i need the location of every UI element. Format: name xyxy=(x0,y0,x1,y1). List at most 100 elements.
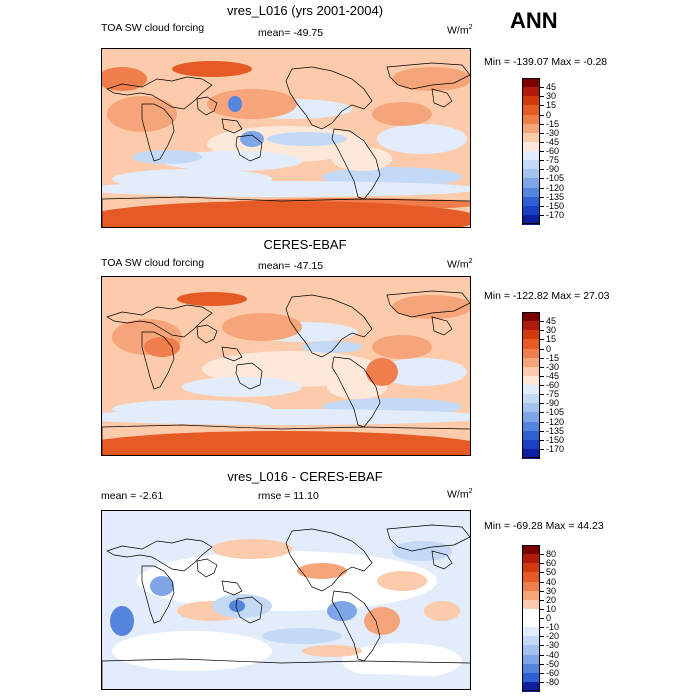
colorbar-tick-label: 15 xyxy=(546,100,557,111)
colorbar-tick xyxy=(540,339,544,341)
coastline xyxy=(285,294,373,358)
coastline xyxy=(141,103,175,162)
season-label: ANN xyxy=(510,8,558,33)
field-contour xyxy=(112,631,272,671)
colorbar-tick xyxy=(540,448,544,450)
colorbar-tick-label: 50 xyxy=(546,567,557,578)
field-contour xyxy=(137,551,437,611)
panel-1-title: vres_L016 (yrs 2001-2004) xyxy=(226,3,384,18)
field-contour xyxy=(297,563,347,579)
colorbar-tick xyxy=(540,654,544,656)
colorbar-tick-label: -90 xyxy=(546,398,560,409)
colorbar-tick xyxy=(540,636,544,638)
colorbar-tick-label: 0 xyxy=(546,109,552,120)
field-contour xyxy=(110,606,134,636)
colorbar-tick xyxy=(540,160,544,162)
colorbar-tick xyxy=(540,141,544,143)
colorbar-tick-label: 0 xyxy=(546,343,552,354)
field-contour xyxy=(267,132,347,146)
colorbar-tick-label: 30 xyxy=(546,585,557,596)
colorbar-tick-label: 45 xyxy=(546,82,557,93)
colorbar-tick xyxy=(540,599,544,601)
colorbar-tick xyxy=(540,681,544,683)
panel-3-left-label: mean = -2.61 xyxy=(101,490,164,502)
colorbar-tick-label: -10 xyxy=(546,622,560,633)
colorbar-tick-label: -45 xyxy=(546,136,560,147)
field-contour xyxy=(302,341,362,353)
field-contour xyxy=(424,601,460,621)
colorbar-tick xyxy=(540,87,544,89)
colorbar-tick-label: 0 xyxy=(546,613,552,623)
field-contour xyxy=(102,673,470,689)
colorbar-tick-label: -30 xyxy=(546,361,560,372)
colorbar-tick xyxy=(540,394,544,396)
coastline xyxy=(386,62,470,90)
coastline xyxy=(102,424,470,455)
colorbar-tick xyxy=(540,627,544,629)
field-contour xyxy=(240,131,264,147)
colorbar-tick-label: -60 xyxy=(546,667,560,678)
field-contour xyxy=(177,292,247,306)
colorbar-tick xyxy=(540,375,544,377)
coastline xyxy=(431,88,453,108)
colorbar-tick-label: -80 xyxy=(546,676,560,687)
colorbar-tick xyxy=(540,663,544,665)
colorbar-tick xyxy=(540,96,544,98)
field-contour xyxy=(327,601,357,621)
coastline xyxy=(196,558,218,578)
colorbar-tick xyxy=(540,196,544,198)
colorbar-tick-label: -135 xyxy=(546,425,565,436)
panel-2-map xyxy=(101,276,471,456)
field-contour xyxy=(228,96,242,112)
field-contour xyxy=(364,607,400,635)
colorbar-tick xyxy=(540,590,544,592)
colorbar-tick-label: -150 xyxy=(546,434,565,445)
field-contour xyxy=(377,124,467,154)
panel-2-map-field xyxy=(102,277,470,455)
panel-1-colorbar xyxy=(522,78,540,225)
colorbar-tick xyxy=(540,205,544,207)
colorbar-tick xyxy=(540,421,544,423)
colorbar-tick-label: 30 xyxy=(546,91,557,102)
colorbar-tick xyxy=(540,348,544,350)
colorbar-tick-label: 60 xyxy=(546,558,557,569)
field-contour xyxy=(222,313,302,341)
colorbar-tick-label: -30 xyxy=(546,640,560,651)
colorbar-tick-label: 45 xyxy=(546,316,557,327)
field-contour xyxy=(207,89,297,119)
colorbar-frame xyxy=(522,312,540,458)
panel-1-units: W/m2 xyxy=(447,24,473,37)
field-contour xyxy=(302,645,362,657)
colorbar-tick-label: -20 xyxy=(546,631,560,642)
colorbar-tick xyxy=(540,123,544,125)
panel-1-center-label: mean= -49.75 xyxy=(258,27,324,39)
coastline xyxy=(235,596,263,624)
colorbar-tick-label: 10 xyxy=(546,603,557,614)
coastline xyxy=(431,550,453,570)
colorbar-tick-label: -15 xyxy=(546,352,560,363)
colorbar-tick xyxy=(540,439,544,441)
colorbar-frame xyxy=(522,78,540,224)
coastline xyxy=(386,524,470,552)
colorbar-tick-label: -40 xyxy=(546,649,560,660)
colorbar-tick-label: -120 xyxy=(546,182,565,193)
field-contour xyxy=(366,358,398,386)
colorbar-tick-label: -105 xyxy=(546,407,565,418)
colorbar-tick xyxy=(540,385,544,386)
panel-1-minmax: Min = -139.07 Max = -0.28 xyxy=(484,56,608,68)
panel-2-minmax: Min = -122.82 Max = 27.03 xyxy=(484,290,610,302)
colorbar-tick-label: -135 xyxy=(546,191,565,202)
field-contour xyxy=(172,61,252,77)
field-contour xyxy=(372,335,432,359)
field-contour xyxy=(332,147,392,171)
coastline xyxy=(386,290,470,318)
colorbar-tick xyxy=(540,132,544,134)
coastline xyxy=(106,304,213,338)
colorbar-tick xyxy=(540,572,544,574)
field-contour xyxy=(150,576,174,596)
field-contour xyxy=(392,541,452,561)
panel-3-units: W/m2 xyxy=(447,488,473,501)
panel-2-colorbar xyxy=(522,312,540,459)
colorbar-tick-label: -60 xyxy=(546,380,560,390)
coastline xyxy=(221,346,243,362)
